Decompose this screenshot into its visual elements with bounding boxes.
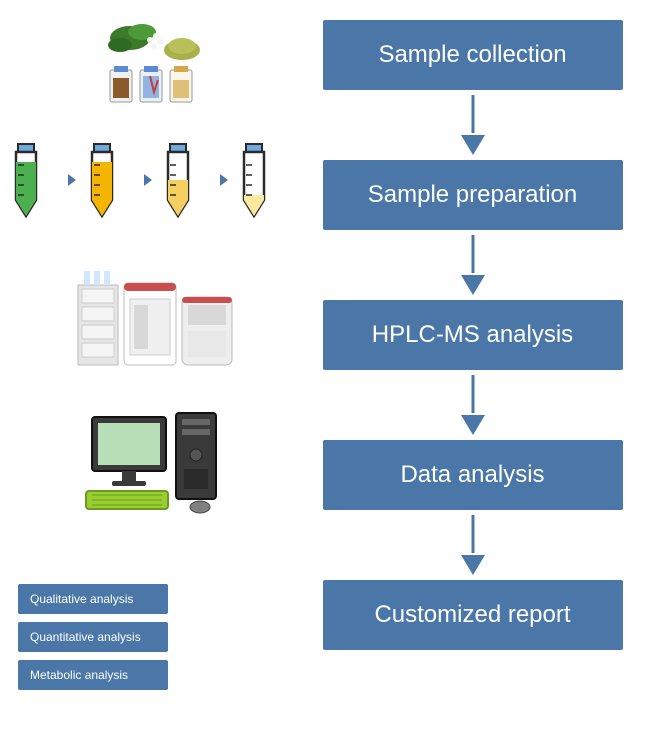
tube-icon [160, 140, 196, 220]
arrow-down-icon [453, 373, 493, 437]
illustration-samples [0, 20, 280, 110]
diagram-container: Qualitative analysis Quantitative analys… [0, 0, 665, 741]
illustration-tubes [0, 110, 280, 250]
flow-step-hplc-ms: HPLC-MS analysis [323, 300, 623, 370]
mini-arrow-icon [126, 170, 154, 190]
flow-step-customized-report: Customized report [323, 580, 623, 650]
hplc-instrument-icon [70, 265, 240, 375]
arrow-down-icon [453, 93, 493, 157]
tube-icon [236, 140, 272, 220]
flow-step-sample-collection: Sample collection [323, 20, 623, 90]
flow-step-label: HPLC-MS analysis [372, 321, 573, 349]
report-box-qualitative: Qualitative analysis [18, 584, 168, 614]
illustration-column: Qualitative analysis Quantitative analys… [0, 0, 280, 741]
mini-arrow-icon [50, 170, 78, 190]
flow-step-label: Sample collection [378, 41, 566, 69]
tube-icon [84, 140, 120, 220]
report-box-label: Metabolic analysis [30, 668, 128, 682]
samples-icon [90, 20, 220, 110]
flow-step-data-analysis: Data analysis [323, 440, 623, 510]
illustration-hplc [0, 250, 280, 390]
report-box-metabolic: Metabolic analysis [18, 660, 168, 690]
flow-arrow [323, 90, 623, 160]
flow-arrow [323, 510, 623, 580]
flow-arrow [323, 370, 623, 440]
arrow-down-icon [453, 513, 493, 577]
flow-step-label: Customized report [374, 601, 570, 629]
illustration-computer [0, 390, 280, 530]
arrow-down-icon [453, 233, 493, 297]
report-box-label: Quantitative analysis [30, 630, 141, 644]
report-box-quantitative: Quantitative analysis [18, 622, 168, 652]
flow-step-label: Data analysis [400, 461, 544, 489]
tube-icon [8, 140, 44, 220]
report-box-label: Qualitative analysis [30, 592, 133, 606]
report-box-list: Qualitative analysis Quantitative analys… [0, 530, 280, 700]
flow-step-label: Sample preparation [368, 181, 577, 209]
flow-step-sample-preparation: Sample preparation [323, 160, 623, 230]
flowchart-column: Sample collection Sample preparation HPL… [280, 0, 665, 741]
flow-arrow [323, 230, 623, 300]
computer-icon [80, 405, 230, 515]
mini-arrow-icon [202, 170, 230, 190]
